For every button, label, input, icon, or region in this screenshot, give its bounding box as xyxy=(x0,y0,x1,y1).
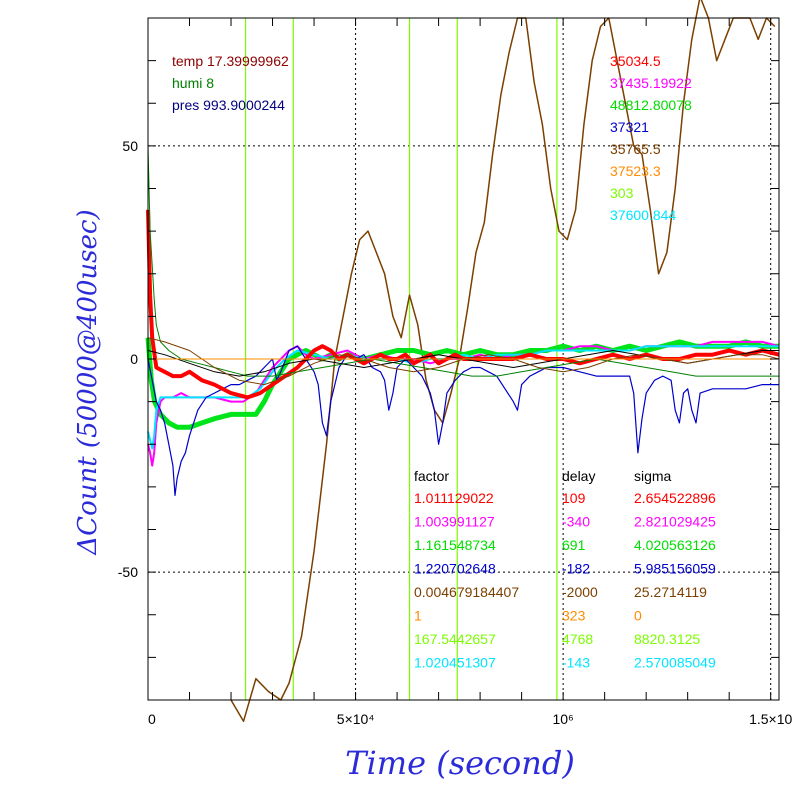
y-tick-label: 0 xyxy=(130,351,138,367)
table-cell-delay: -340 xyxy=(562,514,590,530)
y-axis-label: ΔCount (50000@400usec) xyxy=(73,209,103,555)
table-header: delay xyxy=(562,468,595,484)
env-label: humi 8 xyxy=(172,75,214,91)
table-cell-sigma: 4.020563126 xyxy=(634,537,716,553)
table-cell-delay: 109 xyxy=(562,490,586,506)
ref-value: 37321 xyxy=(610,119,649,135)
env-label: pres 993.9000244 xyxy=(172,97,285,113)
series-lines xyxy=(145,0,780,723)
series-line-4 xyxy=(147,345,779,496)
table-cell-factor: 0.004679184407 xyxy=(414,584,519,600)
table-cell-delay: -182 xyxy=(562,561,590,577)
table-cell-factor: 1.220702648 xyxy=(414,561,496,577)
x-tick-label: 0 xyxy=(148,711,156,727)
x-tick-label: 1.5×10 xyxy=(749,711,792,727)
table-cell-sigma: 5.985156059 xyxy=(634,561,716,577)
table-cell-delay: 323 xyxy=(562,608,586,624)
ref-value: 37600.844 xyxy=(610,207,676,223)
table-cell-factor: 1 xyxy=(414,608,422,624)
table-cell-sigma: 2.570085049 xyxy=(634,655,716,671)
ref-value: 35034.5 xyxy=(610,53,661,69)
ref-value: 303 xyxy=(610,185,634,201)
y-tick-label: -50 xyxy=(118,564,138,580)
table-cell-delay: 691 xyxy=(562,537,586,553)
table-cell-delay: -143 xyxy=(562,655,590,671)
ref-value: 37435.19922 xyxy=(610,75,692,91)
table-header: sigma xyxy=(634,468,672,484)
table-cell-sigma: 0 xyxy=(634,608,642,624)
table-cell-delay: 4768 xyxy=(562,631,593,647)
table-cell-delay: -2000 xyxy=(562,584,598,600)
env-label: temp 17.39999962 xyxy=(172,53,289,69)
table-cell-sigma: 25.2714119 xyxy=(634,584,707,600)
table-header: factor xyxy=(414,468,449,484)
x-tick-label: 10⁶ xyxy=(552,711,573,727)
ref-value: 48812.80078 xyxy=(610,97,692,113)
ticks: 50 0 -50 0 5×10⁴ 10⁶ 1.5×10 xyxy=(118,18,793,727)
table-cell-sigma: 2.654522896 xyxy=(634,490,716,506)
annotations: temp 17.39999962 humi 8 pres 993.9000244 35… xyxy=(172,53,716,671)
x-axis-label: Time (second) xyxy=(345,744,575,782)
table-cell-sigma: 2.821029425 xyxy=(634,514,716,530)
x-tick-label: 5×10⁴ xyxy=(337,711,375,727)
table-cell-factor: 1.011129022 xyxy=(414,490,494,506)
ref-value: 35765.5 xyxy=(610,141,661,157)
table-cell-factor: 1.020451307 xyxy=(414,655,496,671)
table-cell-factor: 1.003991127 xyxy=(414,514,495,530)
table-cell-factor: 167.5442657 xyxy=(414,631,496,647)
y-tick-label: 50 xyxy=(122,138,138,154)
table-cell-factor: 1.161548734 xyxy=(414,537,496,553)
ref-value: 37523.3 xyxy=(610,163,661,179)
table-cell-sigma: 8820.3125 xyxy=(634,631,700,647)
